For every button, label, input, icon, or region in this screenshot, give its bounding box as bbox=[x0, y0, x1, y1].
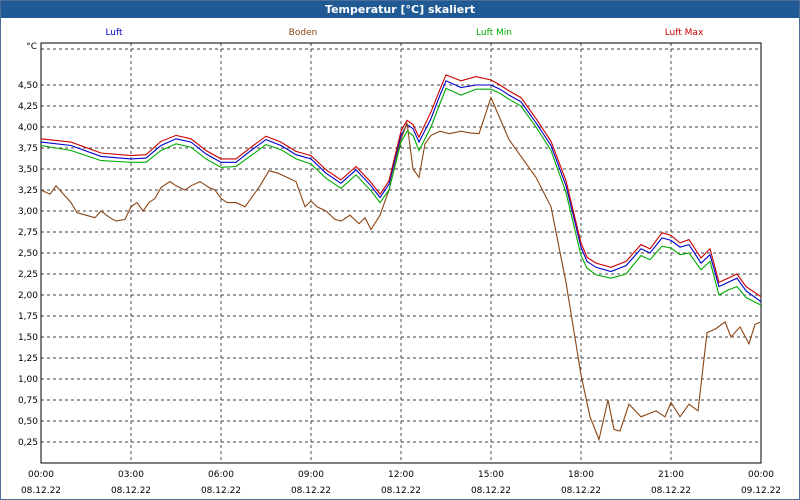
y-tick-label: 0,25 bbox=[18, 438, 38, 448]
x-tick-time-label: 03:00 bbox=[118, 470, 144, 480]
series-line-luft-min bbox=[41, 87, 761, 306]
y-tick-label: 0,75 bbox=[18, 396, 38, 406]
x-tick-time-label: 09:00 bbox=[298, 470, 324, 480]
x-tick-date-label: 09.12.22 bbox=[741, 486, 781, 496]
x-tick-time-label: 18:00 bbox=[568, 470, 594, 480]
x-tick-date-label: 08.12.22 bbox=[651, 486, 691, 496]
x-tick-time-label: 00:00 bbox=[28, 470, 54, 480]
legend-entry: Luft Min bbox=[476, 28, 512, 38]
y-tick-label: 1,50 bbox=[18, 333, 38, 343]
x-tick-date-label: 08.12.22 bbox=[21, 486, 61, 496]
legend-entry: Luft Max bbox=[665, 28, 704, 38]
y-tick-label: 1,75 bbox=[18, 312, 38, 322]
x-tick-date-label: 08.12.22 bbox=[471, 486, 511, 496]
y-tick-label: 2,25 bbox=[18, 270, 38, 280]
y-tick-label: 0,50 bbox=[18, 417, 38, 427]
series-line-luft-max bbox=[41, 74, 761, 298]
y-tick-label: 4,25 bbox=[18, 102, 38, 112]
x-tick-date-label: 08.12.22 bbox=[381, 486, 421, 496]
series-line-luft bbox=[41, 80, 761, 303]
y-tick-label: 4,50 bbox=[18, 81, 38, 91]
y-tick-label: 3,75 bbox=[18, 144, 38, 154]
x-tick-date-label: 08.12.22 bbox=[111, 486, 151, 496]
y-tick-label: 3,00 bbox=[18, 207, 38, 217]
y-tick-label: 3,25 bbox=[18, 186, 38, 196]
x-tick-time-label: 00:00 bbox=[748, 470, 774, 480]
y-tick-label: 1,25 bbox=[18, 354, 38, 364]
y-tick-label: 2,75 bbox=[18, 228, 38, 238]
series-line-boden bbox=[41, 96, 761, 442]
y-tick-label: 2,00 bbox=[18, 291, 38, 301]
window-title: Temperatur [°C] skaliert bbox=[1, 1, 799, 18]
x-tick-time-label: 12:00 bbox=[388, 470, 414, 480]
legend-entry: Luft bbox=[105, 28, 123, 38]
x-tick-time-label: 15:00 bbox=[478, 470, 504, 480]
y-tick-label: 3,50 bbox=[18, 165, 38, 175]
y-tick-label: 1,00 bbox=[18, 375, 38, 385]
legend-entry: Boden bbox=[289, 28, 318, 38]
x-tick-date-label: 08.12.22 bbox=[201, 486, 241, 496]
x-tick-time-label: 06:00 bbox=[208, 470, 234, 480]
x-tick-date-label: 08.12.22 bbox=[561, 486, 601, 496]
x-tick-time-label: 21:00 bbox=[658, 470, 684, 480]
y-axis-label: °C bbox=[26, 42, 37, 52]
y-tick-label: 4,00 bbox=[18, 123, 38, 133]
x-tick-date-label: 08.12.22 bbox=[291, 486, 331, 496]
y-tick-label: 2,50 bbox=[18, 249, 38, 259]
